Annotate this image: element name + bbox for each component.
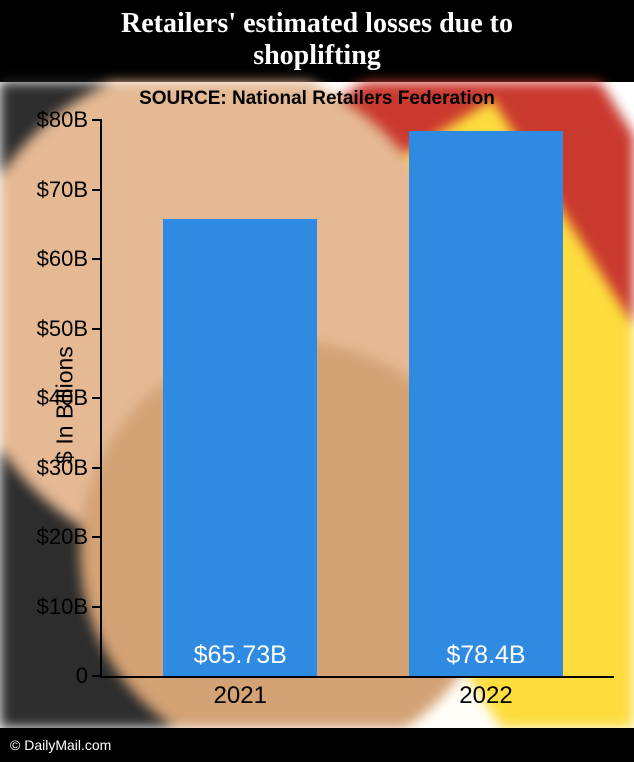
y-tick-label: $40B [37, 385, 88, 411]
y-tick-label: 0 [76, 663, 88, 689]
bar: $78.4B [409, 131, 563, 676]
y-tick-label: $70B [37, 177, 88, 203]
bar-value-label: $78.4B [409, 641, 563, 670]
y-tick-label: $80B [37, 107, 88, 133]
y-tick [92, 606, 102, 608]
x-tick-label: 2021 [163, 682, 317, 710]
y-tick [92, 675, 102, 677]
chart-title-bar: Retailers' estimated losses due to shopl… [0, 0, 634, 82]
y-tick-label: $60B [37, 246, 88, 272]
chart-area: SOURCE: National Retailers Federation $ … [0, 82, 634, 728]
y-tick-label: $20B [37, 524, 88, 550]
chart-title-line1: Retailers' estimated losses due to [20, 8, 614, 40]
y-tick [92, 258, 102, 260]
chart-title-line2: shoplifting [20, 40, 614, 72]
source-line: SOURCE: National Retailers Federation [0, 88, 634, 110]
y-tick [92, 328, 102, 330]
y-tick-label: $10B [37, 594, 88, 620]
y-tick [92, 119, 102, 121]
y-tick [92, 189, 102, 191]
y-tick-label: $50B [37, 316, 88, 342]
plot-region: 0$10B$20B$30B$40B$50B$60B$70B$80B$65.73B… [100, 120, 614, 678]
bar-value-label: $65.73B [163, 641, 317, 670]
y-tick [92, 536, 102, 538]
x-tick-label: 2022 [409, 682, 563, 710]
y-tick [92, 397, 102, 399]
credit-text: © DailyMail.com [10, 737, 111, 753]
footer-bar: © DailyMail.com [0, 728, 634, 762]
bar: $65.73B [163, 219, 317, 676]
y-tick [92, 467, 102, 469]
y-tick-label: $30B [37, 455, 88, 481]
